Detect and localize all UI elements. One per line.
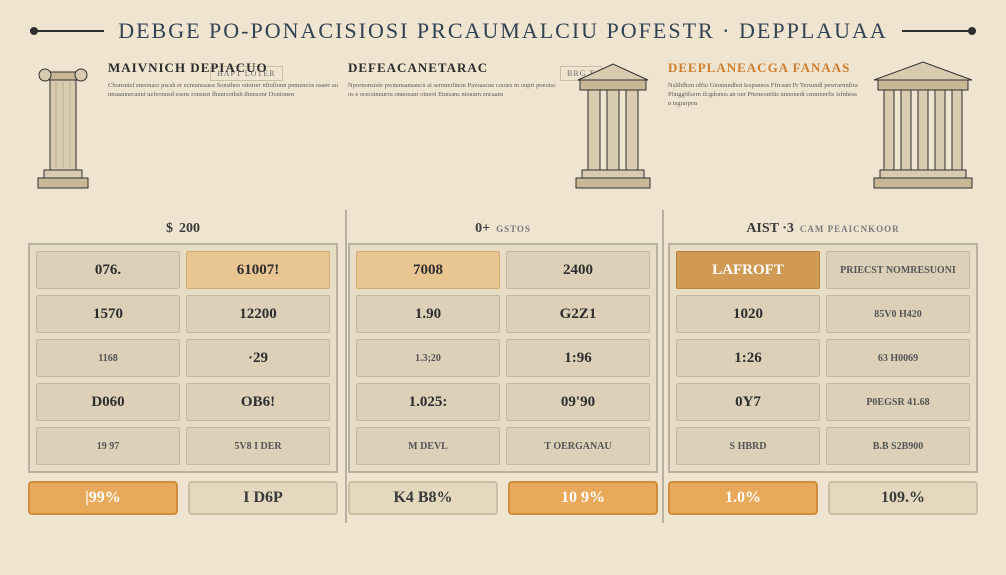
pillar-temple-small-icon <box>568 60 658 195</box>
col1-grid: 076. 61007! 1570 12200 1168 ·29 D060 OB6… <box>28 243 338 473</box>
divider-1 <box>345 210 347 523</box>
column-2: DEFEACANETARAC Npornonsisfe pwnensansanc… <box>348 60 658 473</box>
table-row: 1:26 <box>676 339 820 377</box>
title-bar: DEBGE PO-PONACISIOSI PRCAUMALCIU POFESTR… <box>0 0 1006 52</box>
table-row: 1.025: <box>356 383 500 421</box>
table-row: 12200 <box>186 295 330 333</box>
table-row: 63 H0069 <box>826 339 970 377</box>
title-rule-right <box>902 30 976 32</box>
table-row: 7008 <box>356 251 500 289</box>
table-row: 1168 <box>36 339 180 377</box>
column-3: DEEPLANEACGA FANAAS Nslihfhon offio Gnon… <box>668 60 978 473</box>
col2-mid-tag: GSTOS <box>496 224 531 234</box>
title-rule-left <box>30 30 104 32</box>
col1-mid-symbol: $ <box>166 221 173 237</box>
columns-container: MAIVNICH DEPIACUO Chonsntsf eneonacr psc… <box>0 52 1006 473</box>
table-row: 09'90 <box>506 383 650 421</box>
col3-grid: LAFROFT PRIECST NOMRESUONI 1020 85V0 H42… <box>668 243 978 473</box>
col3-desc: Nslihfhon offio Gnonnndhot Iespsneos Ffr… <box>668 82 858 108</box>
footer-chip: K4 B8% <box>348 481 498 515</box>
table-row: 076. <box>36 251 180 289</box>
table-row: 2400 <box>506 251 650 289</box>
table-row: P0EGSR 41.68 <box>826 383 970 421</box>
table-row: 1.3;20 <box>356 339 500 377</box>
col2-mid: 0+ GSTOS <box>475 215 531 243</box>
col1-mid-value: 200 <box>179 221 200 237</box>
footer-chip: I D6P <box>188 481 338 515</box>
divider-2 <box>662 210 664 523</box>
col2-top: DEFEACANETARAC Npornonsisfe pwnensansanc… <box>348 60 658 215</box>
col3-heading: DEEPLANEACGA FANAAS <box>668 60 858 76</box>
footer-chip: 10 9% <box>508 481 658 515</box>
col3-top: DEEPLANEACGA FANAAS Nslihfhon offio Gnon… <box>668 60 978 215</box>
col1-mid: $ 200 <box>166 215 200 243</box>
table-row: 1.90 <box>356 295 500 333</box>
col1-heading: MAIVNICH DEPIACUO <box>108 60 338 76</box>
table-row: 1020 <box>676 295 820 333</box>
footer-chip: 1.0% <box>668 481 818 515</box>
table-row: 19 97 <box>36 427 180 465</box>
table-row: T OERGANAU <box>506 427 650 465</box>
table-row: LAFROFT <box>676 251 820 289</box>
col2-mid-symbol: 0+ <box>475 221 490 237</box>
pillar-ionic-icon <box>28 60 98 195</box>
col2-grid: 7008 2400 1.90 G2Z1 1.3;20 1:96 1.025: 0… <box>348 243 658 473</box>
page-title: DEBGE PO-PONACISIOSI PRCAUMALCIU POFESTR… <box>118 18 888 44</box>
table-row: S HBRD <box>676 427 820 465</box>
col3-mid-tag: CAM PEAICNKOOR <box>800 224 900 234</box>
col3-mid-prefix: AIST ·3 <box>746 221 794 237</box>
table-row: PRIECST NOMRESUONI <box>826 251 970 289</box>
col1-desc: Chonsntsf eneonacr pscsh er ecreunssaea … <box>108 82 338 100</box>
table-row: OB6! <box>186 383 330 421</box>
table-row: ·29 <box>186 339 330 377</box>
table-row: D060 <box>36 383 180 421</box>
table-row: 85V0 H420 <box>826 295 970 333</box>
col3-mid: AIST ·3 CAM PEAICNKOOR <box>746 215 899 243</box>
table-row: 1:96 <box>506 339 650 377</box>
col2-desc: Npornonsisfe pwnensansancn ai sernnerlin… <box>348 82 558 100</box>
table-row: M DEVL <box>356 427 500 465</box>
table-row: B.B S2B900 <box>826 427 970 465</box>
footer-chip: 109.% <box>828 481 978 515</box>
footer-row: |99% I D6P K4 B8% 10 9% 1.0% 109.% <box>0 473 1006 515</box>
footer-chip: |99% <box>28 481 178 515</box>
col2-heading: DEFEACANETARAC <box>348 60 558 76</box>
table-row: G2Z1 <box>506 295 650 333</box>
column-1: MAIVNICH DEPIACUO Chonsntsf eneonacr psc… <box>28 60 338 473</box>
table-row: 5V8 I DER <box>186 427 330 465</box>
table-row: 61007! <box>186 251 330 289</box>
table-row: 0Y7 <box>676 383 820 421</box>
table-row: 1570 <box>36 295 180 333</box>
pillar-temple-wide-icon <box>868 60 978 195</box>
col1-top: MAIVNICH DEPIACUO Chonsntsf eneonacr psc… <box>28 60 338 215</box>
